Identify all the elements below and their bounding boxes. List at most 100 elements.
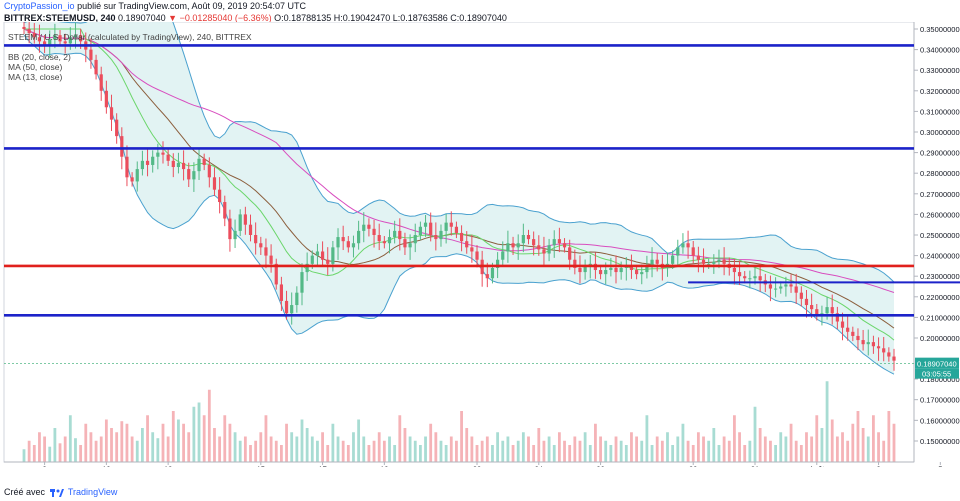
candle-body — [882, 348, 886, 353]
candle-body — [748, 278, 752, 280]
candle-body — [115, 119, 119, 137]
candle-body — [161, 152, 165, 155]
volume-bar — [583, 432, 587, 462]
y-tick-label: 0.28000000 — [920, 169, 960, 178]
candle-body — [362, 224, 366, 231]
tradingview-logo-icon — [49, 488, 64, 497]
volume-bar — [635, 436, 639, 462]
candle-body — [243, 214, 247, 225]
author-link[interactable]: CryptoPassion_io — [4, 1, 75, 11]
candle-body — [187, 169, 191, 180]
y-tick-label: 0.24000000 — [920, 252, 960, 261]
candle-body — [871, 342, 876, 347]
candle-body — [573, 259, 577, 268]
bollinger-lower — [23, 34, 895, 375]
candle-body — [815, 309, 819, 316]
volume-bar — [362, 436, 366, 462]
volume-bar — [846, 440, 850, 462]
candle-body — [475, 251, 479, 260]
volume-bar — [48, 446, 52, 462]
candle-body — [840, 321, 845, 328]
candle-body — [79, 35, 83, 42]
volume-bar — [161, 423, 165, 462]
candle-body — [732, 267, 737, 273]
candle-body — [490, 267, 495, 279]
x-tick-label: 31 — [751, 465, 759, 467]
y-tick-label: 0.15000000 — [920, 437, 960, 446]
volume-bar — [156, 438, 160, 462]
volume-bar — [712, 428, 716, 462]
volume-bar — [130, 436, 134, 462]
candle-body — [701, 259, 706, 264]
candle-body — [372, 228, 376, 235]
bollinger-fill — [24, 22, 894, 375]
candle-body — [27, 29, 31, 34]
volume-bar — [609, 445, 613, 462]
volume-bar — [305, 428, 309, 462]
volume-bar — [887, 411, 891, 462]
candle-body — [856, 335, 860, 341]
volume-bar — [197, 402, 201, 462]
symbol-line: BITTREX:STEEMUSD, 240 0.18907040 ▼ −0.01… — [4, 13, 507, 24]
candle-body — [753, 276, 757, 279]
volume-bar — [429, 423, 433, 462]
volume-bar — [94, 440, 98, 462]
volume-bar — [22, 449, 26, 462]
candle-body — [686, 243, 690, 248]
candle-body — [691, 247, 695, 256]
tradingview-link[interactable]: TradingView — [67, 487, 118, 497]
y-tick-label: 0.30000000 — [920, 128, 960, 137]
candle-body — [434, 235, 438, 240]
candle-body — [104, 90, 108, 108]
candle-body — [109, 107, 114, 120]
volume-bar — [815, 415, 819, 462]
volume-bar — [177, 419, 180, 462]
publish-line: CryptoPassion_io publié sur TradingView.… — [4, 1, 306, 12]
candle-body — [496, 259, 500, 268]
volume-bar — [527, 436, 530, 462]
volume-bar — [733, 415, 736, 462]
x-tick-label: 19 — [380, 465, 388, 467]
y-tick-label: 0.35000000 — [920, 25, 960, 34]
candle-body — [810, 305, 814, 310]
y-tick-label: 0.32000000 — [920, 87, 960, 96]
y-tick-label: 0.21000000 — [920, 313, 960, 322]
volume-bar — [557, 432, 561, 462]
candle-body — [403, 239, 407, 248]
volume-bar — [79, 445, 83, 462]
candle-body — [202, 158, 206, 165]
volume-bar — [465, 428, 469, 462]
volume-bar — [645, 415, 649, 462]
volume-bar — [578, 440, 582, 462]
volume-bar — [141, 428, 144, 462]
candle-body — [707, 263, 711, 265]
volume-bar — [841, 432, 844, 462]
candle-body — [444, 222, 448, 231]
y-tick-label: 0.17000000 — [920, 396, 960, 405]
x-tick-label: 12 — [164, 465, 172, 467]
x-tick-label: Août — [809, 465, 825, 467]
volume-bar — [382, 440, 386, 462]
candle-body — [758, 276, 762, 281]
y-tick-label: 0.31000000 — [920, 107, 960, 116]
x-tick-label: 15 — [257, 465, 265, 467]
volume-bar — [213, 428, 216, 462]
volume-bar — [228, 423, 232, 462]
volume-bar — [872, 415, 875, 462]
volume-bar — [321, 432, 324, 462]
price-chart[interactable]: 0.35000000 0.34000000 0.33000000 0.32000000… — [0, 22, 960, 467]
candle-body — [640, 272, 644, 275]
y-tick-label: 0.20000000 — [920, 334, 960, 343]
volume-bar — [727, 440, 731, 462]
candle-body — [336, 237, 340, 248]
candle-body — [393, 230, 397, 238]
candle-body — [779, 286, 783, 289]
y-tick-label: 0.18000000 — [920, 375, 960, 384]
candle-body — [125, 156, 129, 178]
candle-body — [94, 59, 98, 75]
candle-body — [846, 327, 850, 332]
candle-body — [377, 235, 381, 242]
candle-body — [418, 226, 422, 235]
volume-bar — [249, 445, 252, 462]
candle-body — [423, 222, 428, 227]
